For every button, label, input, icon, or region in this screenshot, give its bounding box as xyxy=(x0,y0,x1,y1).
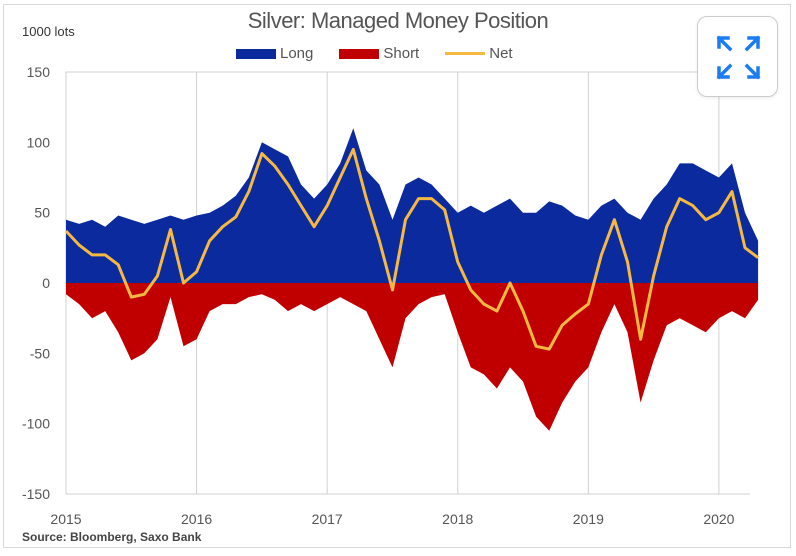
y-tick-label: 150 xyxy=(27,64,51,80)
x-tick-label: 2019 xyxy=(573,511,604,527)
y-tick-label: 100 xyxy=(27,134,51,150)
x-tick-label: 2015 xyxy=(50,511,81,527)
legend-label-net: Net xyxy=(489,45,513,62)
legend-swatch-long xyxy=(236,48,276,59)
y-tick-label: -50 xyxy=(30,345,50,361)
short-area xyxy=(66,283,759,431)
y-tick-label: 0 xyxy=(42,275,50,291)
y-tick-label: -100 xyxy=(22,416,50,432)
expand-icon xyxy=(716,35,761,80)
y-axis-unit-label: 1000 lots xyxy=(22,24,75,39)
legend-label-short: Short xyxy=(383,45,420,62)
chart-frame xyxy=(3,4,791,548)
y-tick-label: 50 xyxy=(34,205,50,221)
x-tick-label: 2018 xyxy=(442,511,473,527)
legend: Long Short Net xyxy=(236,45,513,62)
legend-label-long: Long xyxy=(280,45,314,62)
x-tick-label: 2017 xyxy=(312,511,343,527)
legend-swatch-short xyxy=(339,48,380,59)
net-line xyxy=(64,147,760,351)
source-note: Source: Bloomberg, Saxo Bank xyxy=(22,530,202,544)
x-tick-label: 2020 xyxy=(703,511,734,527)
long-area xyxy=(66,128,759,283)
legend-item-net: Net xyxy=(445,45,513,62)
expand-button[interactable] xyxy=(697,16,778,97)
y-tick-label: -150 xyxy=(22,486,50,502)
chart-title: Silver: Managed Money Position xyxy=(247,8,549,33)
x-tick-label: 2016 xyxy=(181,511,212,527)
legend-item-long: Long xyxy=(236,45,313,62)
legend-item-short: Short xyxy=(339,45,419,62)
legend-swatch-net xyxy=(445,52,486,55)
